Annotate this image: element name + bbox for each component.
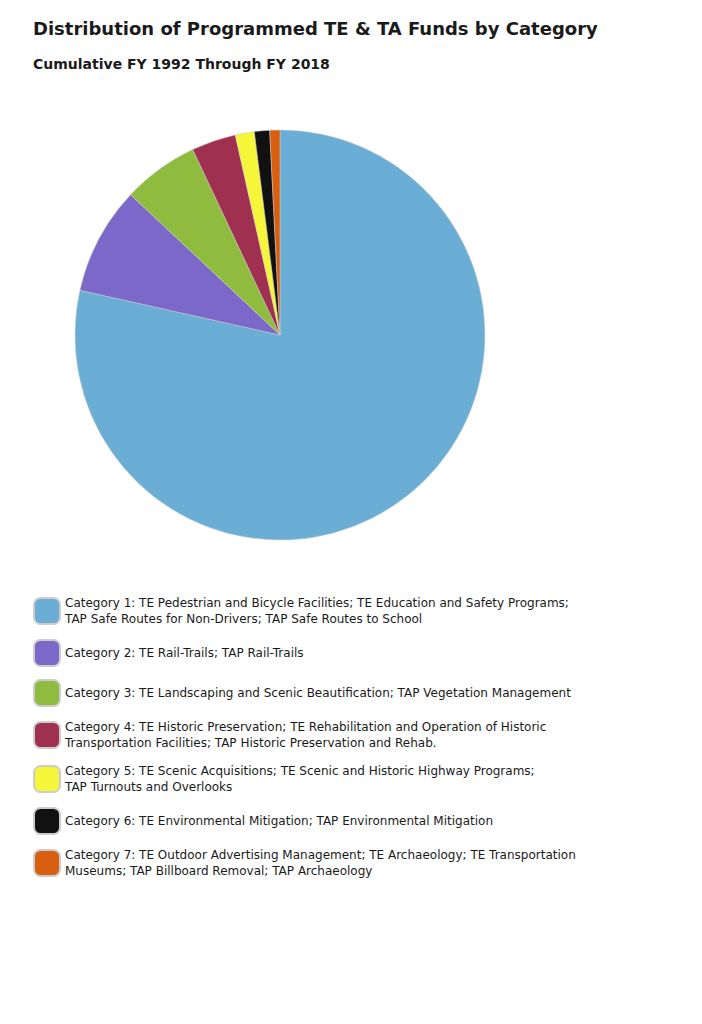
svg-text:Category 5: TE Scenic Acquisit: Category 5: TE Scenic Acquisitions; TE S…	[65, 764, 535, 778]
svg-text:TAP Turnouts and Overlooks: TAP Turnouts and Overlooks	[64, 780, 232, 794]
svg-text:Category 2: TE Rail-Trails; TA: Category 2: TE Rail-Trails; TAP Rail-Tra…	[65, 646, 304, 660]
svg-text:Cumulative FY 1992 Through FY: Cumulative FY 1992 Through FY 2018	[33, 56, 330, 72]
svg-text:TAP Safe Routes for Non-Driver: TAP Safe Routes for Non-Drivers; TAP Saf…	[64, 612, 422, 626]
svg-text:Category 3: TE Landscaping and: Category 3: TE Landscaping and Scenic Be…	[65, 686, 571, 700]
svg-text:Distribution of Programmed TE: Distribution of Programmed TE & TA Funds…	[33, 18, 598, 39]
svg-text:Category 7: TE Outdoor Adverti: Category 7: TE Outdoor Advertising Manag…	[65, 848, 576, 862]
svg-text:Category 4: TE Historic Preser: Category 4: TE Historic Preservation; TE…	[65, 720, 546, 734]
svg-text:Museums; TAP Billboard Removal: Museums; TAP Billboard Removal; TAP Arch…	[65, 864, 372, 878]
svg-text:Category 6: TE Environmental M: Category 6: TE Environmental Mitigation;…	[65, 814, 493, 828]
svg-text:Transportation Facilities; TAP: Transportation Facilities; TAP Historic …	[64, 736, 437, 750]
svg-text:Category 1: TE Pedestrian and: Category 1: TE Pedestrian and Bicycle Fa…	[65, 596, 569, 610]
